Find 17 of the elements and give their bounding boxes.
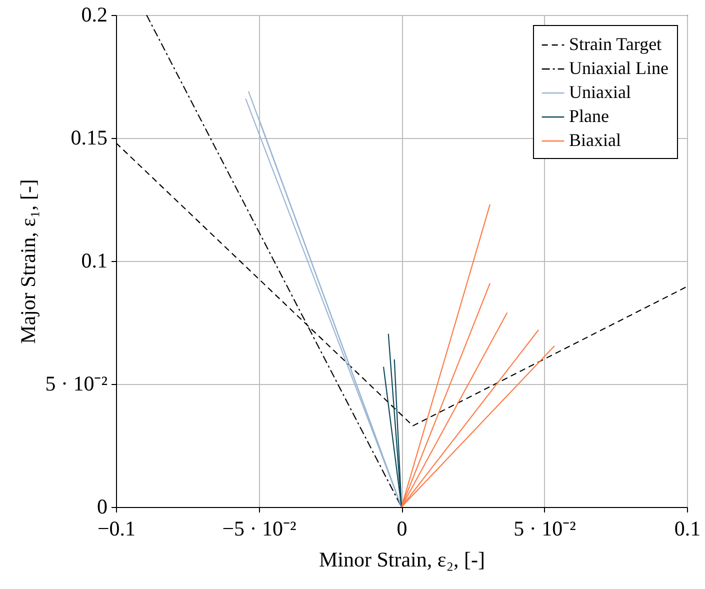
y-tick-label: 5 · 10⁻²	[45, 372, 108, 396]
x-tick-label: 5 · 10⁻²	[514, 516, 576, 540]
x-tick-label: −5 · 10⁻²	[222, 516, 296, 540]
legend-label: Uniaxial	[569, 82, 631, 102]
y-tick-label: 0.1	[81, 248, 108, 272]
legend-label: Uniaxial Line	[569, 58, 668, 78]
y-axis-title: Major Strain, ε₁, [-]	[16, 179, 40, 344]
y-tick-label: 0	[97, 494, 108, 518]
x-tick-label: 0	[396, 516, 408, 540]
x-tick-label: −0.1	[97, 516, 136, 540]
legend-label: Biaxial	[569, 130, 621, 150]
x-axis-title: Minor Strain, ε₂, [-]	[318, 548, 486, 572]
y-tick-label: 0.2	[81, 2, 108, 26]
legend-label: Plane	[569, 106, 609, 126]
y-tick-label: 0.15	[70, 126, 108, 150]
legend-label: Strain Target	[569, 34, 662, 54]
x-tick-label: 0.1	[674, 516, 701, 540]
